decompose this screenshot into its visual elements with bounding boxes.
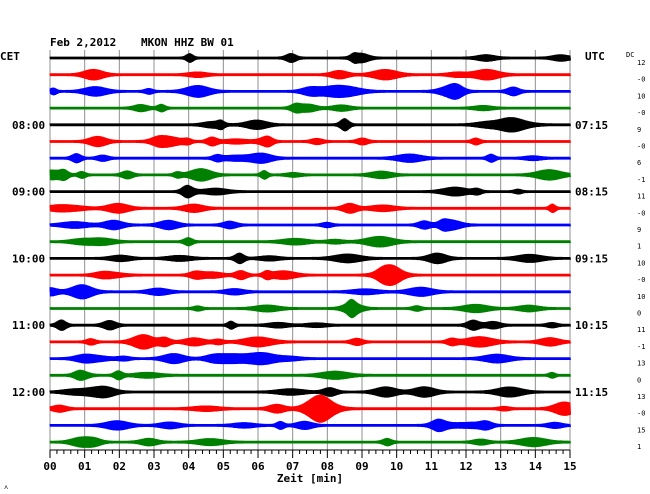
x-axis-label: Zeit [min]	[277, 472, 343, 485]
dc-offset-label: 9	[637, 226, 641, 234]
utc-time-label: 09:15	[575, 252, 608, 265]
seismic-trace	[49, 385, 571, 399]
x-tick-label: 04	[182, 460, 196, 473]
dc-offset-label: -0	[637, 76, 645, 84]
dc-offset-label: -0	[637, 276, 645, 284]
right-axis-label: UTC	[585, 50, 605, 63]
seismic-trace	[49, 369, 571, 381]
footer-mark: ˄	[4, 484, 8, 492]
dc-offset-label: 10	[637, 92, 645, 100]
dc-offset-label: 13	[637, 393, 645, 401]
seismic-traces	[49, 52, 571, 448]
left-axis-label: CET	[0, 50, 20, 63]
seismic-trace	[49, 418, 571, 433]
seismic-trace	[49, 218, 571, 232]
seismic-trace	[49, 117, 571, 133]
seismic-trace	[49, 264, 571, 287]
dc-label: DC	[626, 51, 634, 59]
dc-offset-label: -1	[637, 176, 645, 184]
grid-lines	[49, 50, 571, 450]
x-tick-label: 07	[286, 460, 299, 473]
utc-time-label: 07:15	[575, 119, 608, 132]
dc-offset-label: 13	[637, 360, 645, 368]
utc-time-label: 10:15	[575, 319, 608, 332]
dc-offset-label: -0	[637, 410, 645, 418]
seismic-trace	[49, 298, 571, 319]
x-tick-label: 12	[459, 460, 472, 473]
x-tick-label: 11	[425, 460, 439, 473]
x-tick-label: 14	[529, 460, 543, 473]
utc-time-label: 11:15	[575, 386, 608, 399]
dc-offset-label: 1	[637, 443, 641, 451]
seismic-trace	[49, 252, 571, 265]
header-station: MKON HHZ BW 01	[141, 36, 234, 49]
x-tick-label: 06	[251, 460, 265, 473]
dc-offset-label: -0	[637, 109, 645, 117]
utc-time-label: 08:15	[575, 186, 608, 199]
x-tick-label: 13	[494, 460, 507, 473]
seismic-trace	[49, 202, 571, 214]
dc-offset-label: 10	[637, 293, 645, 301]
cet-time-label: 08:00	[12, 119, 45, 132]
dc-offset-label: -1	[637, 343, 645, 351]
x-tick-label: 08	[321, 460, 334, 473]
x-tick-label: 02	[113, 460, 126, 473]
seismic-trace	[49, 102, 571, 114]
dc-offset-label: 12	[637, 59, 645, 67]
seismic-trace	[49, 184, 571, 199]
cet-time-label: 11:00	[12, 319, 45, 332]
seismic-trace	[49, 235, 571, 248]
seismic-trace	[49, 82, 571, 100]
seismic-trace	[49, 152, 571, 164]
dc-offset-label: 1	[637, 243, 641, 251]
x-tick-label: 05	[217, 460, 230, 473]
x-tick-label: 10	[390, 460, 403, 473]
dc-offset-label: 0	[637, 310, 641, 318]
cet-time-label: 10:00	[12, 252, 45, 265]
x-tick-label: 00	[43, 460, 56, 473]
x-tick-label: 03	[147, 460, 160, 473]
seismic-trace	[49, 168, 571, 182]
x-tick-label: 09	[355, 460, 368, 473]
x-axis: 00 01 02 03 04 05 06 07 08 09 10 11 12 13 14 15	[43, 449, 577, 473]
dc-offset-label: 0	[637, 376, 641, 384]
seismic-trace	[49, 134, 571, 149]
seismic-trace	[49, 334, 571, 350]
seismic-trace	[49, 284, 571, 300]
cet-time-label: 09:00	[12, 186, 45, 199]
dc-offset-label: 9	[637, 126, 641, 134]
seismic-trace	[49, 436, 571, 448]
dc-offset-label: 10	[637, 259, 645, 267]
seismic-trace	[49, 394, 571, 423]
seismic-trace	[49, 52, 571, 64]
dc-offset-label: -0	[637, 209, 645, 217]
dc-offset-label: 15	[637, 426, 645, 434]
seismic-trace	[49, 351, 571, 366]
dc-offset-label: 6	[637, 159, 641, 167]
seismic-trace	[49, 68, 571, 81]
dc-offset-label: 11	[637, 326, 645, 334]
seismic-trace	[49, 319, 571, 331]
x-tick-label: 01	[78, 460, 92, 473]
cet-time-label: 12:00	[12, 386, 45, 399]
header-date: Feb 2,2012	[50, 36, 116, 49]
x-tick-label: 15	[563, 460, 576, 473]
dc-offset-label: 11	[637, 193, 645, 201]
time-labels: 12 -0 10 -0 9 -0 6 -1 11 -0 9 1 10 -0 10 0 11 -1 13 0 13 -0 15…	[12, 59, 645, 451]
dc-offset-label: -0	[637, 143, 645, 151]
